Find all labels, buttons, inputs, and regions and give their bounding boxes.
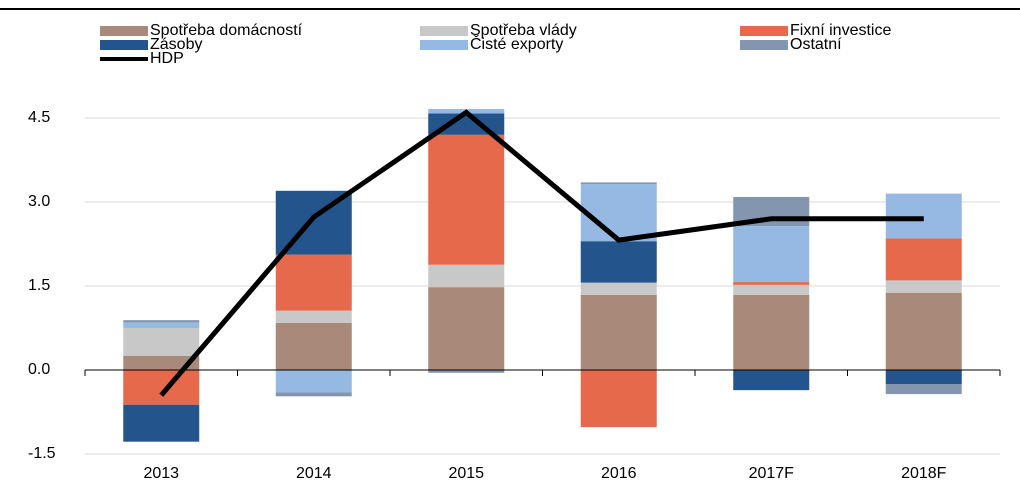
bar-segment — [885, 238, 962, 281]
bar-segment — [580, 282, 657, 295]
legend-swatch — [420, 40, 468, 50]
bar-segment — [733, 370, 810, 391]
bar-segment — [885, 193, 962, 239]
bar-segment — [733, 282, 810, 285]
legend-label: Spotřeba domácností — [150, 22, 303, 39]
bar-segment — [580, 182, 657, 185]
bar-segment — [580, 294, 657, 370]
bar-segment — [885, 370, 962, 384]
bar-segment — [885, 280, 962, 293]
x-tick-label: 2014 — [296, 465, 332, 482]
bar-segment — [428, 134, 505, 265]
bar-segment — [733, 294, 810, 370]
legend-swatch — [740, 40, 788, 50]
bar-segment — [580, 370, 657, 428]
bar-segment — [580, 241, 657, 283]
legend-label: Ostatní — [790, 36, 842, 53]
y-tick-label: 0.0 — [28, 361, 50, 378]
y-tick-label: 4.5 — [28, 109, 50, 126]
legend-label: Zásoby — [150, 36, 202, 53]
x-tick-label: 2013 — [143, 465, 179, 482]
bar-segment — [275, 310, 352, 323]
x-tick-label: 2018F — [901, 465, 947, 482]
legend-label: Fixní investice — [790, 22, 891, 39]
y-tick-label: 3.0 — [28, 193, 50, 210]
bar-segment — [885, 384, 962, 395]
y-tick-label: 1.5 — [28, 277, 50, 294]
bar-segment — [123, 328, 200, 356]
bar-segment — [428, 287, 505, 370]
legend-label: Čisté exporty — [470, 34, 563, 53]
legend-label: HDP — [150, 50, 184, 67]
bar-segment — [733, 284, 810, 295]
y-tick-label: -1.5 — [28, 445, 56, 462]
legend-swatch — [100, 40, 148, 50]
bar-segment — [123, 404, 200, 442]
bar-segment — [428, 264, 505, 288]
bar-segment — [123, 320, 200, 323]
legend-swatch — [100, 26, 148, 36]
bar-segment — [885, 292, 962, 370]
legend-swatch — [740, 26, 788, 36]
bar-segment — [733, 226, 810, 283]
bar-segment — [123, 356, 200, 370]
x-tick-label: 2016 — [601, 465, 637, 482]
bar-segment — [275, 254, 352, 311]
x-tick-label: 2017F — [749, 465, 795, 482]
bar-segment — [123, 370, 200, 405]
x-tick-label: 2015 — [448, 465, 484, 482]
bar-segment — [275, 322, 352, 370]
legend-swatch — [420, 26, 468, 36]
line — [159, 109, 924, 397]
bar-segment — [275, 370, 352, 393]
bar-segment — [428, 370, 505, 373]
bar-segment — [580, 184, 657, 242]
bar-segment — [123, 322, 200, 328]
legend-label: Spotřeba vlády — [470, 22, 577, 39]
bar-segment — [275, 392, 352, 397]
